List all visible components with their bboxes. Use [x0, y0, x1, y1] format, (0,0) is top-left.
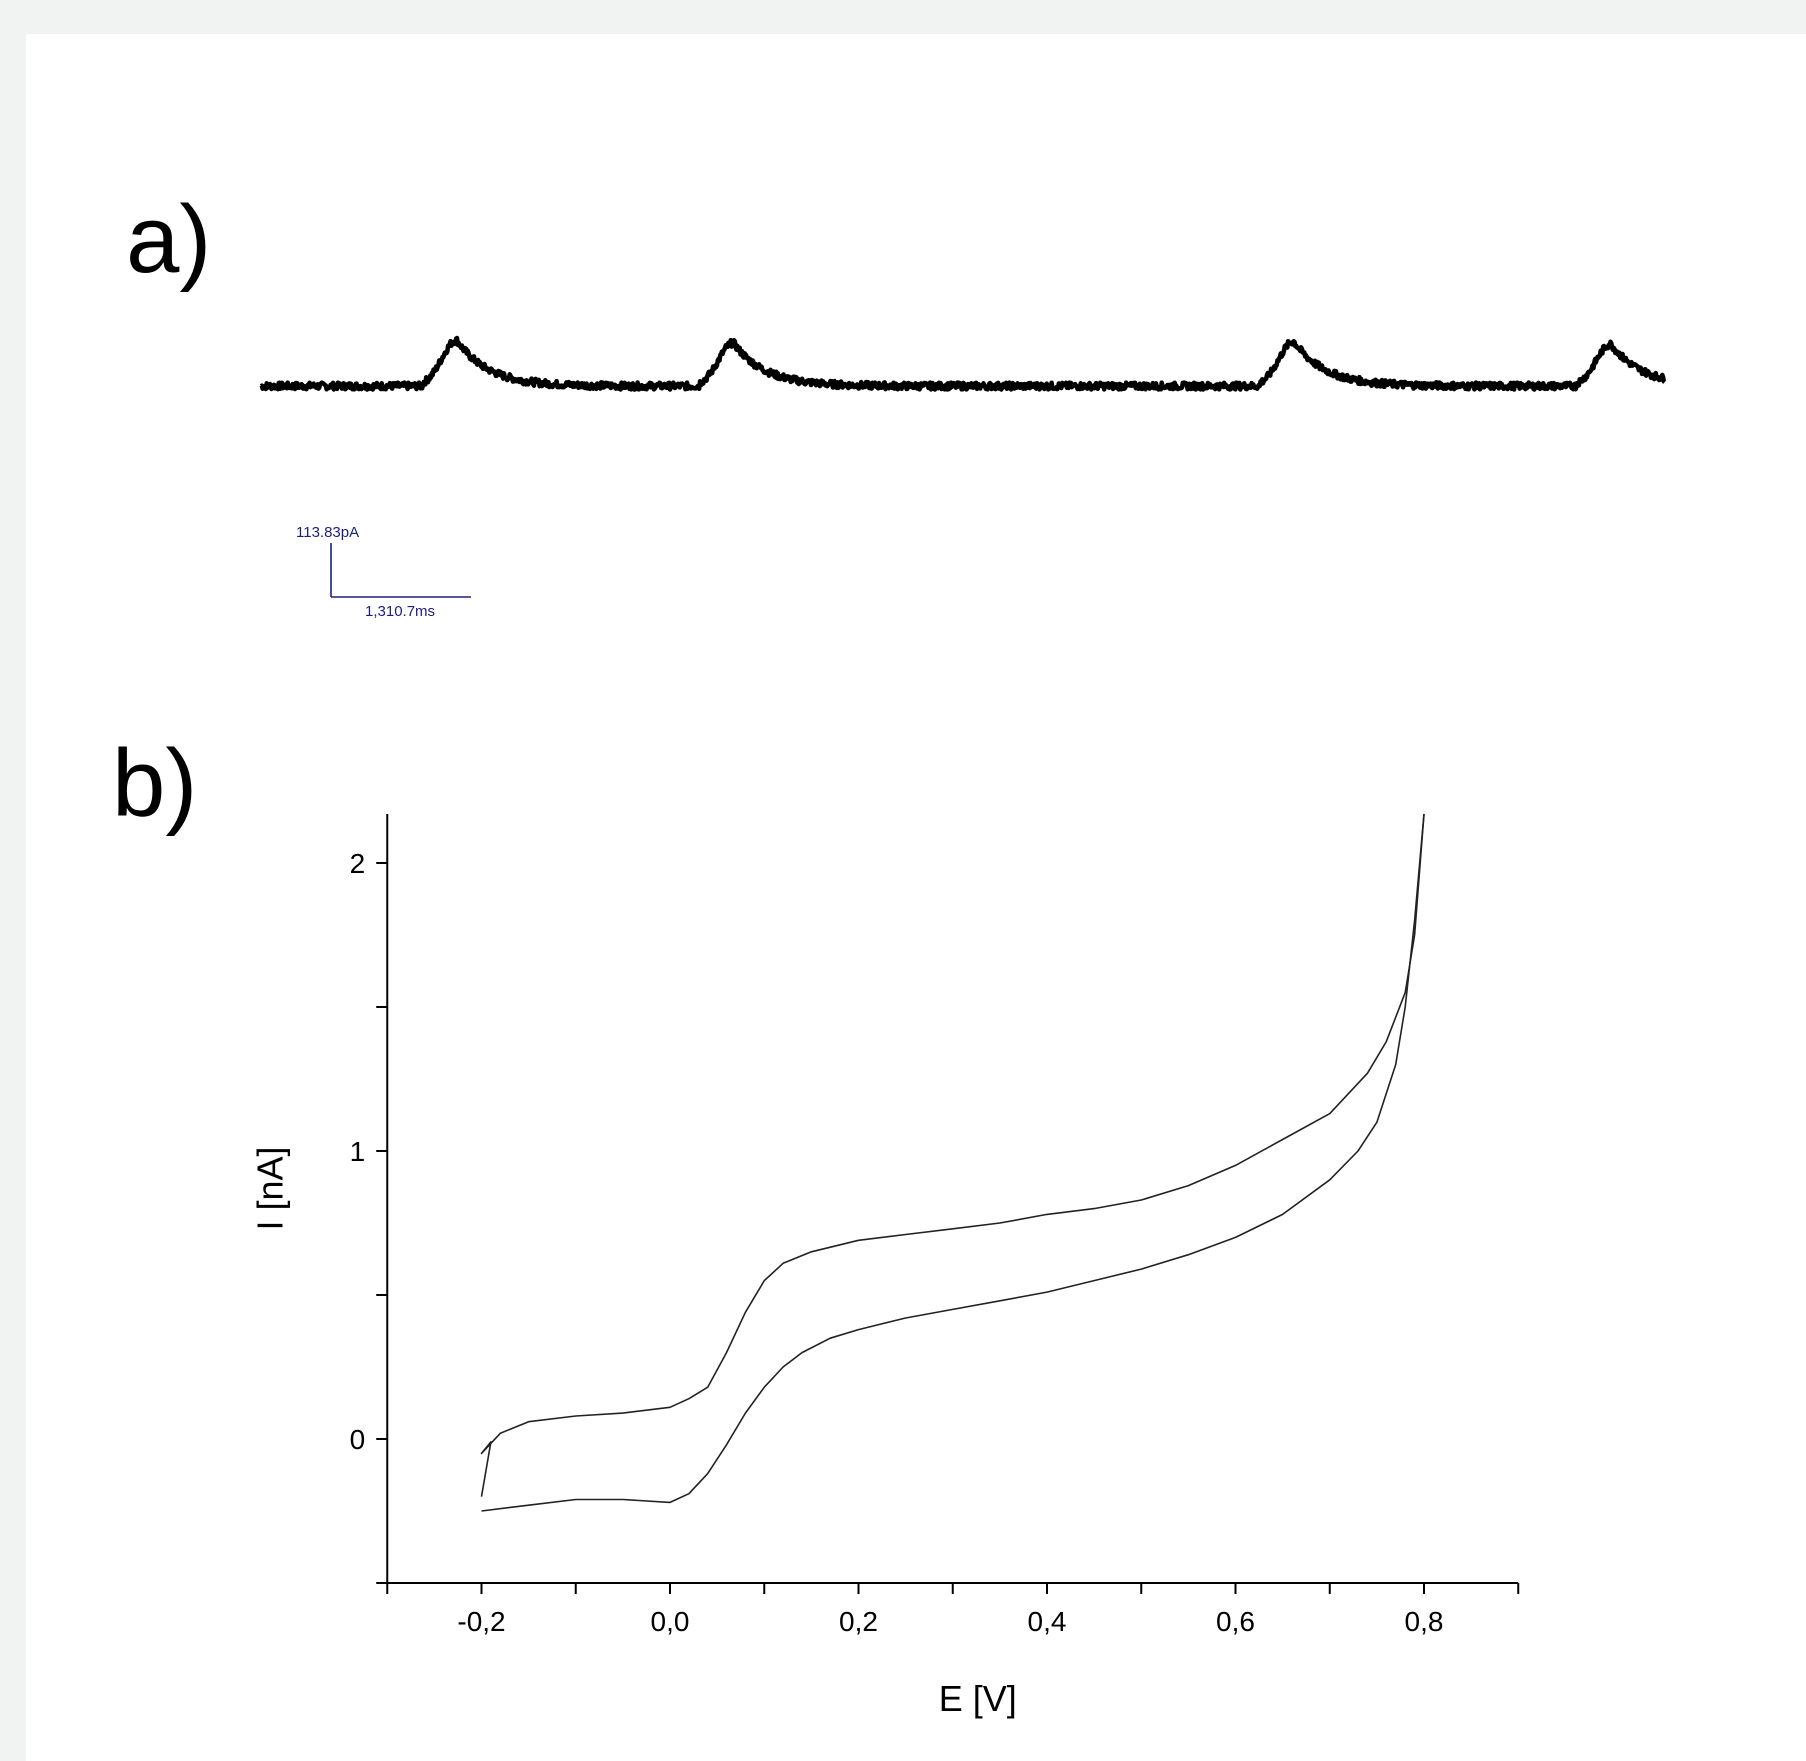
y-tick-label: 1 [350, 1136, 366, 1167]
x-tick-label: 0,2 [839, 1606, 878, 1637]
panel-b-label: b) [112, 730, 198, 837]
x-tick-label: 0,8 [1405, 1606, 1444, 1637]
cv-series-reverse [480, 813, 1425, 1497]
y-axis-title: I [nA] [249, 1146, 290, 1230]
x-axis-title: E [V] [939, 1678, 1017, 1719]
chart-a-amperometric-trace: 113.83pA 1,310.7ms [259, 335, 1667, 620]
chart-b-cyclic-voltammogram: -0,2 0,0 0,2 0,4 0,6 0,8 0 1 2 E [V] I [nA] [249, 813, 1520, 1719]
x-tick-label: 0,0 [651, 1606, 690, 1637]
panel-a-label: a) [126, 186, 212, 293]
trace-a-line [259, 335, 1667, 392]
x-tick-label: -0,2 [457, 1606, 505, 1637]
y-tick-label: 0 [350, 1424, 366, 1455]
cv-series-forward [481, 813, 1425, 1512]
x-tick-label: 0,6 [1216, 1606, 1255, 1637]
scalebar-y-label: 113.83pA [296, 524, 359, 541]
y-tick-label: 2 [350, 848, 366, 879]
scalebar-x-label: 1,310.7ms [365, 603, 435, 620]
figure: a) b) [26, 34, 1806, 1761]
x-tick-label: 0,4 [1028, 1606, 1067, 1637]
